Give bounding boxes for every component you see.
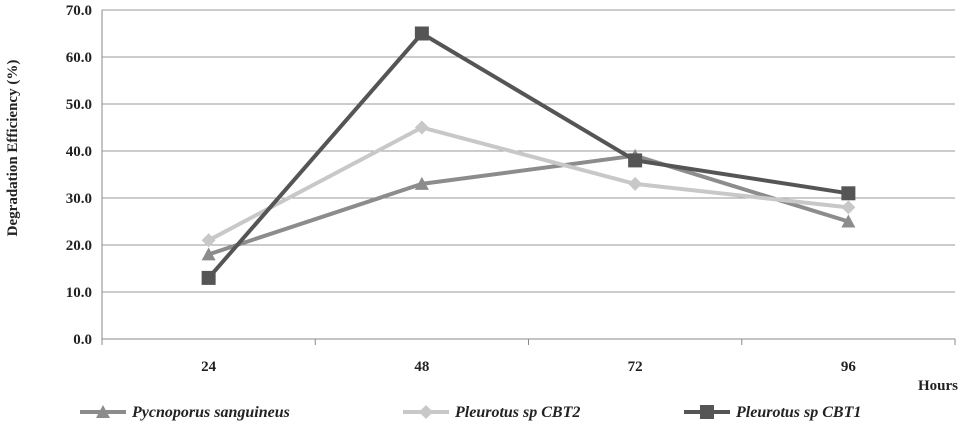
data-point-marker — [628, 176, 643, 191]
data-point-marker — [201, 247, 216, 261]
y-axis-label: Degradation Efficiency (%) — [5, 60, 21, 237]
series-line — [207, 153, 849, 257]
y-tick-label: 60.0 — [66, 50, 92, 66]
series-3 — [201, 26, 856, 285]
data-point-marker — [628, 153, 643, 168]
x-tick-labels: 24 48 72 96 — [201, 359, 856, 375]
axes — [101, 10, 956, 345]
legend-label: Pleurotus sp CBT2 — [454, 404, 580, 421]
legend-marker — [419, 405, 433, 419]
data-point-marker — [201, 270, 216, 285]
y-tick-label: 10.0 — [66, 285, 92, 301]
y-tick-label: 30.0 — [66, 191, 92, 207]
legend-marker — [96, 405, 110, 418]
y-tick-label: 50.0 — [66, 97, 92, 113]
x-tick-label: 48 — [414, 359, 429, 375]
data-point-marker — [841, 186, 856, 201]
y-tick-label: 70.0 — [66, 3, 92, 19]
y-tick-label: 20.0 — [66, 238, 92, 254]
series-1 — [201, 148, 856, 261]
x-tick-label: 24 — [201, 359, 217, 375]
legend-item: Pleurotus sp CBT1 — [684, 404, 861, 421]
x-axis-label: Hours — [918, 378, 958, 394]
series-lines — [201, 26, 856, 285]
x-tick-label: 72 — [628, 359, 643, 375]
legend-item: Pycnoporus sanguineus — [80, 404, 290, 421]
y-tick-labels: 0.0 10.0 20.0 30.0 40.0 50.0 60.0 70.0 — [66, 3, 92, 348]
data-point-marker — [841, 214, 856, 228]
legend-item: Pleurotus sp CBT2 — [403, 404, 580, 421]
legend-label: Pleurotus sp CBT1 — [735, 404, 861, 421]
x-tick-label: 96 — [841, 359, 857, 375]
series-line — [207, 31, 849, 280]
data-point-marker — [414, 120, 429, 135]
data-point-marker — [841, 200, 856, 215]
data-point-marker — [414, 176, 429, 190]
data-point-marker — [414, 26, 429, 41]
legend-marker — [700, 405, 714, 419]
series-2 — [201, 120, 856, 248]
y-tick-label: 40.0 — [66, 144, 92, 160]
legend: Pycnoporus sanguineus Pleurotus sp CBT2 Pl… — [80, 404, 861, 421]
y-tick-label: 0.0 — [73, 332, 92, 348]
data-point-marker — [201, 233, 216, 248]
legend-label: Pycnoporus sanguineus — [131, 404, 290, 421]
series-line — [207, 125, 849, 243]
gridlines — [102, 9, 955, 293]
